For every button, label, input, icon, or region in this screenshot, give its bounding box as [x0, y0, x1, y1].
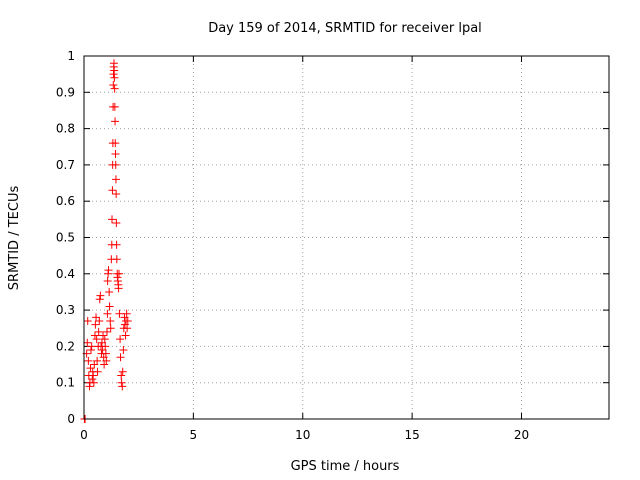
x-axis-label: GPS time / hours: [291, 459, 400, 474]
data-point: [106, 324, 115, 333]
y-axis-label: SRMTID / TECUs: [7, 186, 22, 291]
data-point: [112, 255, 121, 264]
data-point: [110, 66, 119, 75]
data-point: [115, 269, 123, 278]
data-point: [86, 364, 95, 373]
data-point: [88, 375, 97, 384]
data-point: [116, 353, 125, 362]
data-point: [95, 316, 104, 325]
data-point: [111, 117, 120, 126]
data-point: [105, 287, 114, 296]
y-tick-label: 0: [67, 412, 75, 426]
data-point: [109, 59, 118, 68]
data-point: [108, 186, 117, 195]
data-point: [121, 331, 130, 340]
data-point: [111, 160, 120, 169]
data-point: [112, 218, 121, 227]
data-point: [110, 102, 119, 111]
data-point: [123, 316, 132, 325]
y-tick-label: 0.3: [56, 303, 75, 317]
data-point: [110, 73, 119, 82]
data-point: [101, 342, 110, 351]
data-point: [89, 371, 98, 380]
data-point: [92, 335, 101, 344]
data-point: [109, 81, 118, 90]
data-point: [101, 349, 110, 358]
data-point: [119, 346, 128, 355]
data-point: [83, 316, 92, 325]
axis-ticks: 00.10.20.30.40.50.60.70.80.910 5 10 15 20: [56, 49, 609, 442]
data-point: [117, 378, 126, 387]
data-point: [91, 320, 100, 329]
data-point: [103, 309, 112, 318]
data-point: [95, 295, 104, 304]
data-point: [112, 240, 121, 249]
x-tick-label: 0: [80, 428, 88, 442]
data-point: [93, 367, 102, 376]
data-point: [118, 382, 127, 391]
data-point: [87, 346, 95, 355]
data-point: [96, 291, 105, 300]
data-point: [123, 324, 132, 333]
data-point: [100, 335, 109, 344]
data-point: [112, 189, 121, 198]
data-points: [80, 59, 132, 423]
grid: [84, 56, 609, 419]
x-tick-label: 15: [404, 428, 419, 442]
y-tick-label: 0.4: [56, 267, 75, 281]
data-point: [117, 371, 126, 380]
y-tick-label: 0.1: [56, 376, 75, 390]
data-point: [89, 378, 98, 387]
data-point: [118, 367, 127, 376]
data-point: [110, 84, 119, 93]
data-point: [99, 331, 108, 340]
y-tick-label: 0.2: [56, 339, 75, 353]
data-point: [92, 313, 101, 322]
data-point: [111, 175, 120, 184]
data-point: [94, 327, 103, 336]
data-point: [122, 309, 131, 318]
data-point: [109, 70, 118, 79]
y-tick-label: 0.7: [56, 158, 75, 172]
data-point: [111, 150, 120, 159]
x-tick-label: 10: [295, 428, 310, 442]
data-point: [114, 284, 123, 293]
data-point: [102, 356, 111, 365]
data-point: [93, 356, 102, 365]
x-tick-label: 5: [190, 428, 198, 442]
y-tick-label: 0.5: [56, 231, 75, 245]
data-point: [108, 215, 116, 224]
data-point: [83, 338, 92, 347]
data-point: [106, 316, 115, 325]
data-point: [115, 309, 124, 318]
plot-frame: [83, 55, 610, 420]
y-tick-label: 0.6: [56, 194, 75, 208]
data-point: [104, 266, 113, 275]
y-tick-label: 1: [67, 49, 75, 63]
data-point: [105, 302, 114, 311]
x-tick-label: 20: [514, 428, 529, 442]
y-tick-label: 0.8: [56, 122, 75, 136]
data-point: [90, 331, 99, 340]
chart-title: Day 159 of 2014, SRMTID for receiver lpa…: [208, 21, 482, 36]
data-point: [103, 277, 112, 286]
data-point: [84, 356, 93, 365]
data-point: [111, 139, 120, 148]
data-point: [116, 335, 125, 344]
data-point: [100, 360, 109, 369]
data-point: [102, 327, 111, 336]
y-tick-label: 0.9: [56, 85, 75, 99]
